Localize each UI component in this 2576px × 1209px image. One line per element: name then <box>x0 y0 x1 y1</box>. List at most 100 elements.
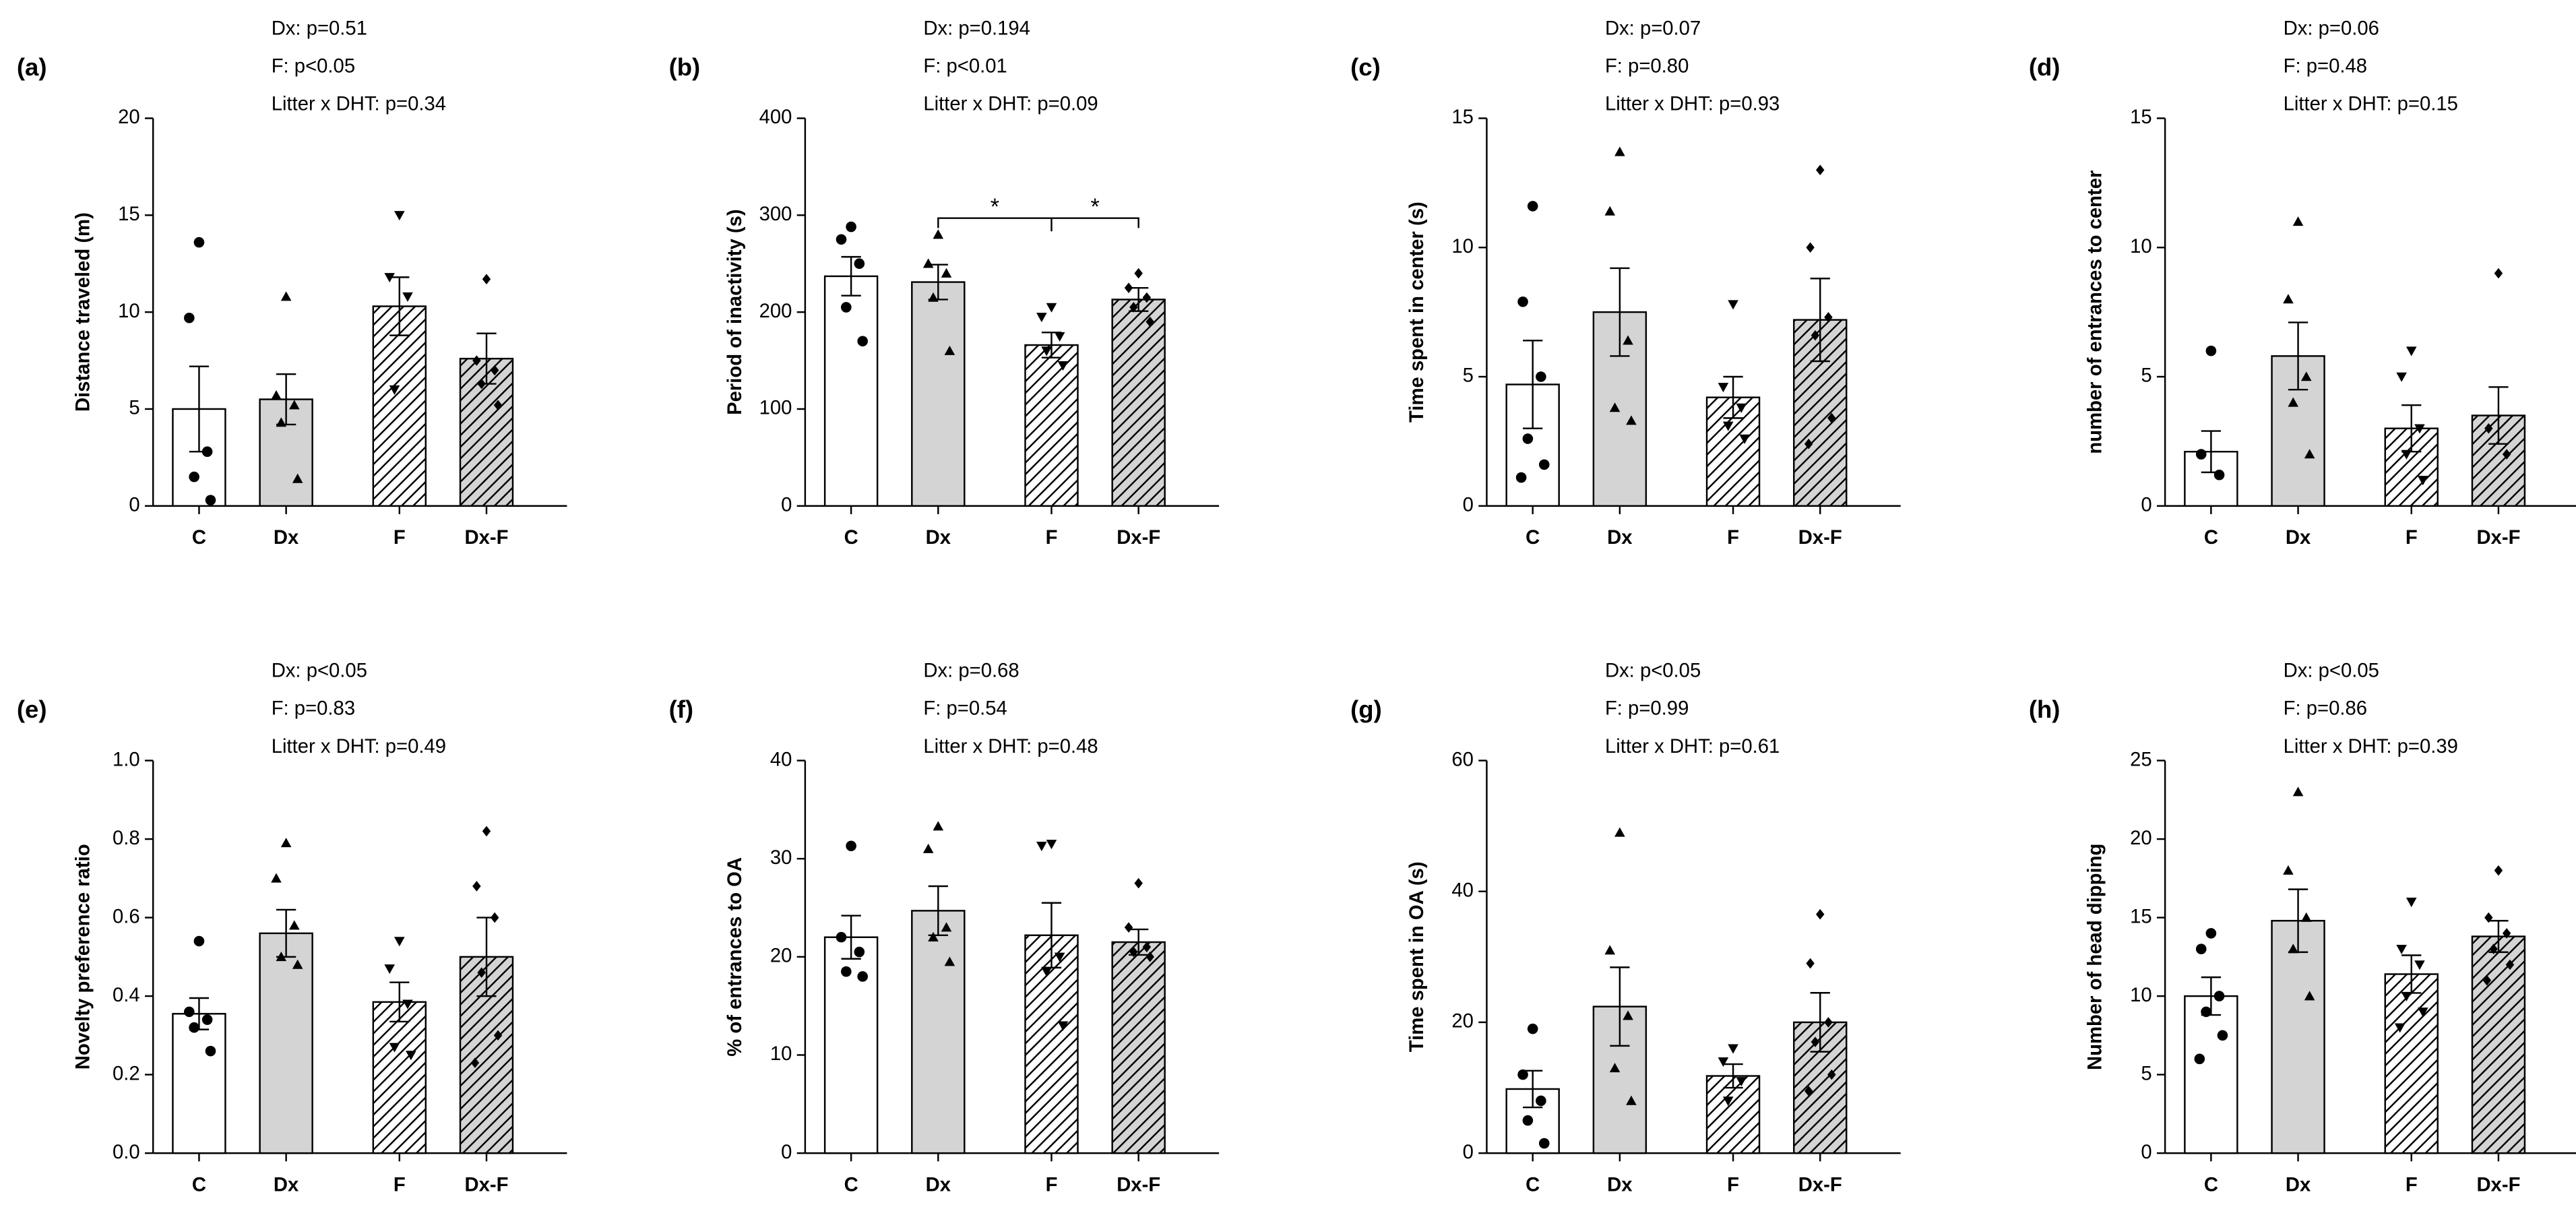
data-point <box>857 971 868 982</box>
data-point <box>933 821 944 831</box>
data-point <box>2418 476 2428 486</box>
data-point <box>389 1043 400 1053</box>
data-point <box>1626 415 1637 425</box>
data-point <box>1538 1138 1550 1149</box>
data-point <box>2201 1006 2211 1018</box>
data-point <box>1145 952 1154 962</box>
stat-annotation: Dx: p<0.05 <box>272 660 367 682</box>
data-point <box>2414 424 2425 434</box>
bar <box>172 1013 226 1154</box>
y-tick-label: 60 <box>1451 749 1474 770</box>
y-tick-label: 20 <box>2130 828 2152 849</box>
data-point <box>1517 296 1528 307</box>
data-point <box>2217 1030 2228 1041</box>
y-tick-label: 200 <box>759 301 792 322</box>
stat-annotation: Dx: p=0.51 <box>272 18 367 40</box>
data-point <box>2292 786 2304 797</box>
x-tick-label: F <box>2406 1175 2418 1196</box>
data-point <box>2489 943 2498 954</box>
data-point <box>271 390 282 400</box>
data-point <box>2401 450 2412 460</box>
data-point <box>922 258 934 268</box>
data-point <box>201 1014 213 1025</box>
y-tick-label: 0 <box>129 494 139 516</box>
data-point <box>490 912 499 923</box>
y-tick-label: 100 <box>759 398 792 419</box>
data-point <box>1142 941 1152 953</box>
data-point <box>2482 974 2492 986</box>
x-tick-label: F <box>1046 1175 1058 1196</box>
x-tick-label: Dx-F <box>2476 1175 2520 1196</box>
data-point <box>1816 164 1825 175</box>
x-tick-label: Dx-F <box>465 527 509 549</box>
y-tick-label: 10 <box>2130 985 2152 1006</box>
x-tick-label: Dx <box>274 1175 299 1196</box>
bar <box>1024 344 1079 507</box>
y-tick-label: 30 <box>770 847 792 869</box>
data-point <box>2401 991 2412 1001</box>
data-point <box>1054 332 1065 342</box>
data-point <box>292 473 303 483</box>
panel-label: (d) <box>2029 53 2061 81</box>
data-point <box>2414 960 2425 970</box>
x-tick-label: Dx <box>926 527 951 549</box>
data-point <box>1057 1021 1069 1031</box>
y-tick-label: 25 <box>2130 749 2152 770</box>
data-point <box>1614 146 1625 156</box>
data-point <box>2484 423 2493 434</box>
data-point <box>2505 959 2515 970</box>
stat-annotation: Litter x DHT: p=0.15 <box>2284 94 2458 115</box>
x-tick-label: C <box>1526 527 1540 549</box>
y-tick-label: 0 <box>1463 494 1474 516</box>
y-tick-label: 15 <box>2130 906 2152 927</box>
data-point <box>394 937 405 947</box>
data-point <box>482 826 491 837</box>
data-point <box>2396 372 2407 382</box>
error-bar <box>1810 992 1830 1053</box>
data-point <box>2213 469 2225 480</box>
data-point <box>1736 403 1747 413</box>
data-point <box>1718 383 1729 393</box>
panel-label: (c) <box>1350 53 1381 81</box>
data-point <box>854 946 865 958</box>
data-point <box>2502 449 2511 460</box>
bar <box>2184 995 2238 1154</box>
data-point <box>1626 1095 1637 1105</box>
data-point <box>1536 371 1546 382</box>
data-point <box>944 956 955 966</box>
error-bar <box>1723 1063 1743 1089</box>
stat-annotation: Dx: p<0.05 <box>1605 660 1701 682</box>
data-point <box>276 952 287 962</box>
bar <box>823 936 879 1154</box>
y-tick-label: 5 <box>129 398 139 419</box>
stat-annotation: F: p<0.01 <box>923 56 1007 78</box>
error-bar <box>841 255 861 297</box>
error-bar <box>1723 375 1743 419</box>
x-tick-label: C <box>2204 1175 2218 1196</box>
bar <box>1024 934 1079 1154</box>
data-point <box>289 920 300 930</box>
data-point <box>1824 1017 1833 1028</box>
data-point <box>205 1045 216 1057</box>
data-point <box>2394 1023 2406 1033</box>
data-point <box>1036 313 1047 323</box>
y-tick-label: 5 <box>1463 365 1474 387</box>
data-point <box>1536 1095 1546 1107</box>
error-bar <box>2288 321 2308 391</box>
bar <box>372 305 427 507</box>
data-point <box>2502 928 2511 939</box>
bar <box>2471 935 2526 1154</box>
stat-annotation: Litter x DHT: p=0.34 <box>272 94 446 115</box>
data-point <box>1527 201 1538 212</box>
y-tick-label: 0 <box>781 1142 792 1163</box>
data-point <box>1722 421 1734 431</box>
data-point <box>933 229 944 239</box>
data-point <box>193 237 205 248</box>
y-axis-label: Period of inactivity (s) <box>724 209 746 415</box>
stat-annotation: F: p=0.48 <box>2284 56 2367 78</box>
data-point <box>1728 300 1738 310</box>
y-tick-label: 0 <box>2141 1142 2151 1163</box>
data-point <box>389 385 400 395</box>
x-tick-label: F <box>2406 527 2418 549</box>
